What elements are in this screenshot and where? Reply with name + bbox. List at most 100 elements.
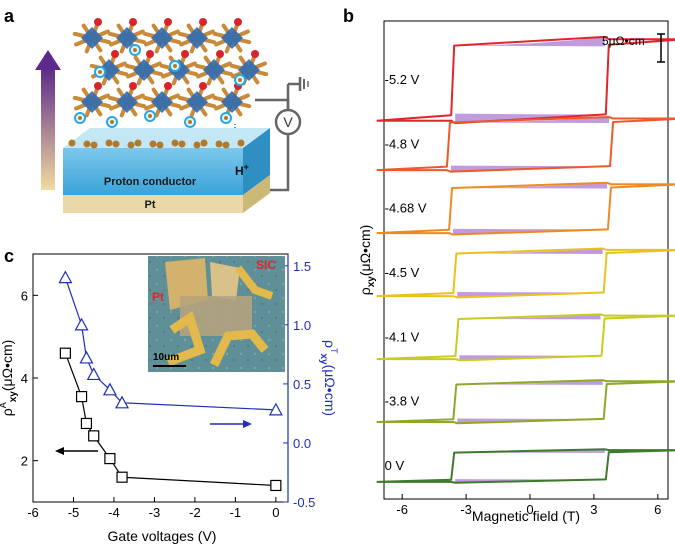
panel-b-x-tick-label: 3 — [590, 502, 597, 517]
left-series-square-marker — [88, 430, 100, 442]
surface-proton — [171, 139, 179, 147]
pt-substrate-label: Pt — [145, 199, 156, 211]
surface-proton — [134, 139, 142, 147]
right-series-triangle-marker — [86, 367, 101, 381]
hysteresis-shaded-area — [451, 36, 605, 47]
panel-c-right-ylabel: ρTxy(μΩ•cm) — [318, 340, 339, 416]
panel-b-ylabel: ρxy(μΩ•cm) — [357, 225, 377, 296]
hysteresis-shaded-area — [453, 248, 603, 254]
surface-proton — [90, 141, 98, 149]
surface-proton — [178, 140, 186, 148]
scale-bar-label: 5μΩ•cm — [602, 34, 645, 48]
surface-proton — [112, 140, 120, 148]
panel-c-x-tick-label: -3 — [149, 505, 161, 520]
lattice-oxygen-atom — [94, 18, 102, 26]
tuning-arrow-shaft — [41, 68, 55, 190]
lattice-oxygen-atom — [216, 50, 224, 58]
panel-c-x-tick-label: 0 — [272, 505, 279, 520]
lattice-proton-core — [148, 114, 152, 118]
lattice-octahedron — [81, 27, 103, 49]
lattice-oxygen-atom — [164, 18, 172, 26]
left-series-square-marker — [116, 471, 128, 483]
right-series-triangle-marker — [74, 317, 89, 331]
right-series-triangle-marker — [79, 350, 94, 364]
panel-c-xlabel: Gate voltages (V) — [108, 528, 217, 544]
panel-c-right-tick-label: 1.0 — [293, 318, 311, 333]
lattice-octahedron — [116, 91, 138, 113]
pt-substrate-side-face — [243, 175, 270, 213]
surface-proton — [237, 139, 245, 147]
left-series-square-marker — [80, 417, 93, 430]
panel-b-curves: -5.2 V -4.8 V -4.68 V -4.5 V -4.1 V -3.8 V 0 V — [376, 35, 675, 484]
surface-proton — [215, 140, 223, 148]
lattice-octahedron — [203, 59, 225, 81]
lattice-octahedron — [151, 27, 173, 49]
left-series-square-marker — [270, 479, 282, 492]
inset-scale-label: 10um — [153, 352, 179, 363]
hysteresis-voltage-label: 0 V — [385, 458, 405, 473]
lattice-proton-core — [98, 70, 102, 74]
proton-conductor-side-face — [243, 128, 270, 195]
panel-letter-b: b — [343, 6, 354, 26]
pt-substrate-front-face — [63, 195, 243, 213]
lattice-proton-core — [173, 64, 177, 68]
lattice-oxygen-atom — [129, 18, 137, 26]
panel-c-left-tick-label: 6 — [21, 288, 28, 303]
surface-proton — [127, 141, 135, 149]
hysteresis-voltage-label: -4.68 V — [385, 201, 427, 216]
lattice-oxygen-atom — [146, 50, 154, 58]
hysteresis-shaded-area — [449, 182, 607, 189]
panel-b-x-axis: -6 -3 0 3 6 — [396, 494, 661, 517]
inset-electrode-lead-2 — [209, 329, 269, 367]
panel-b-xlabel: Magnetic field (T) — [472, 508, 580, 524]
left-series-line — [64, 352, 276, 487]
hysteresis-loop — [376, 116, 675, 173]
left-series-square-marker — [75, 391, 88, 403]
lattice-oxygen-atom — [199, 82, 207, 90]
lattice-proton-core — [133, 48, 137, 52]
surface-proton — [83, 140, 91, 148]
panel-b-hysteresis: -6 -3 0 3 6 -5.2 V-4.8 V-4.68 V-4.5 V-4.1 V-… — [357, 20, 675, 524]
inset-electrode-lead-1 — [166, 310, 206, 367]
panel-c-right-tick-label: 0.5 — [293, 377, 311, 392]
voltmeter-symbol: V — [283, 114, 293, 130]
panel-c-right-tick-label: 0.0 — [293, 436, 311, 451]
right-axis-indicator-head — [243, 420, 252, 428]
inset-pt-electrode-top — [210, 262, 240, 300]
hysteresis-shaded-area — [453, 380, 603, 385]
panel-letter-a: a — [4, 6, 15, 26]
inset-pt-label: Pt — [152, 290, 164, 304]
hysteresis-voltage-label: -3.8 V — [385, 394, 420, 409]
panel-a-schematic: Proton conductor Pt H+ V — [35, 18, 309, 213]
lattice-oxygen-atom — [234, 18, 242, 26]
inset-electrode-lead-3 — [234, 265, 274, 300]
panel-c-axes: -6 -5 -4 -3 -2 -1 0 2 4 6 -0.5 0.0 0.5 1.0 1.5 — [21, 259, 316, 520]
circuit-wire-bottom — [270, 134, 290, 192]
right-series-triangle-marker — [115, 395, 130, 409]
panel-b-x-tick-label: -3 — [460, 502, 472, 517]
lattice-octahedron — [221, 91, 243, 113]
hysteresis-shaded-area — [455, 314, 601, 320]
right-series-triangle-marker — [58, 270, 73, 284]
panel-c-left-tick-label: 2 — [21, 454, 28, 469]
panel-c-chart: -6 -5 -4 -3 -2 -1 0 2 4 6 -0.5 0.0 0.5 1.0 1.5 SIC Pt … — [0, 253, 339, 544]
surface-proton — [193, 141, 201, 149]
panel-c-x-tick-label: -6 — [27, 505, 39, 520]
left-series-square-marker — [104, 453, 116, 465]
proton-ion-label: H+ — [235, 162, 249, 178]
hysteresis-loop — [376, 247, 675, 299]
hysteresis-loop — [376, 379, 675, 425]
panel-b-x-tick-label: 6 — [654, 502, 661, 517]
panel-letter-c: c — [4, 246, 14, 266]
hysteresis-loop — [376, 181, 675, 236]
surface-proton — [200, 139, 208, 147]
panel-c-x-tick-label: -4 — [108, 505, 120, 520]
right-series-triangle-marker — [268, 402, 283, 416]
panel-c-left-ylabel: ρAxy(μΩ•cm) — [0, 340, 19, 417]
right-series-triangle-marker — [102, 382, 117, 396]
lattice-proton-core — [110, 120, 114, 124]
lattice-oxygen-atom — [94, 82, 102, 90]
surface-proton — [105, 139, 113, 147]
hysteresis-loop — [376, 313, 675, 362]
